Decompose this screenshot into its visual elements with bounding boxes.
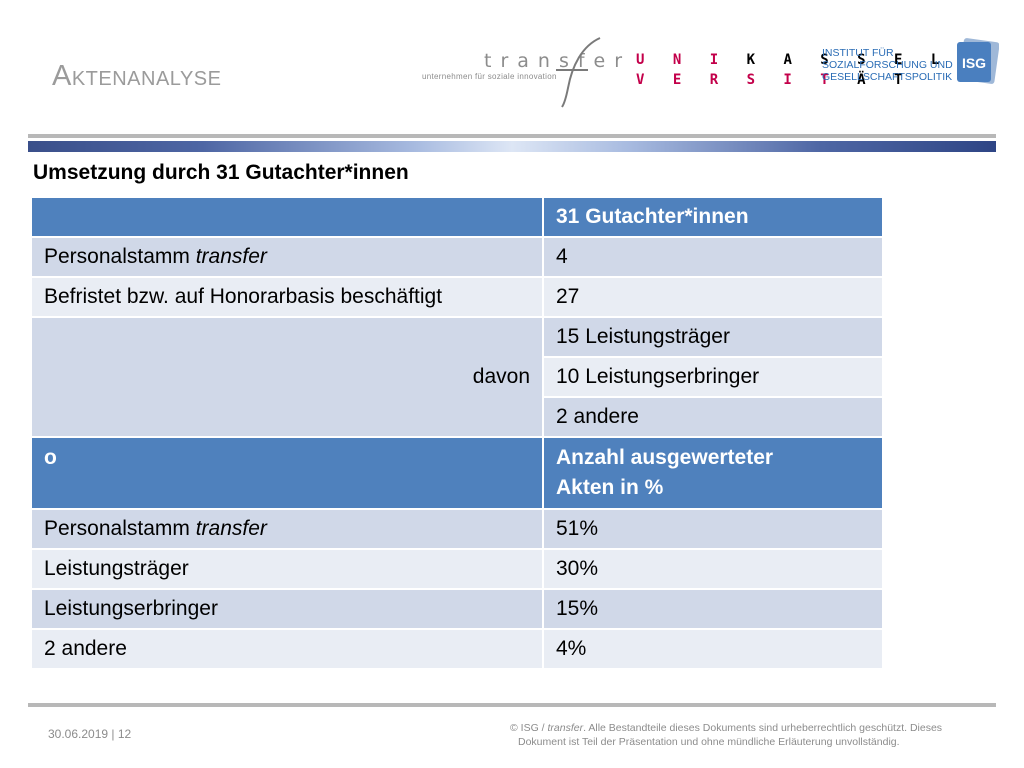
table-header-row: 31 Gutachter*innen (32, 198, 882, 238)
page-title: Aktenanalyse (52, 60, 222, 92)
uni-logo-line2: V E R S I T Ä T (636, 70, 902, 90)
table-row: Personalstamm transfer 51% (32, 510, 882, 550)
table-row: davon 15 Leistungsträger (32, 318, 882, 438)
table-cell: 15 Leistungsträger (544, 318, 882, 358)
table-cell: 51% (544, 510, 882, 550)
uni-kassel-logo: U N I K A S S E L V E R S I T Ä T (636, 50, 939, 90)
table-cell: Befristet bzw. auf Honorarbasis beschäft… (32, 278, 544, 318)
table-cell: 2 andere (544, 398, 882, 438)
table-cell: 27 (544, 278, 882, 318)
table-cell: 4% (544, 630, 882, 670)
uni-logo-line1: U N I K A S S E L (636, 50, 939, 70)
footer-copyright: © ISG / transfer. Alle Bestandteile dies… (510, 721, 1000, 749)
copyright-prefix: © ISG / (510, 722, 548, 734)
institut-line-2: SOZIALFORSCHUNG UND (822, 59, 953, 71)
transfer-logo: transfer unternehmen für soziale innovat… (422, 36, 622, 108)
isg-logo-icon: ISG (957, 38, 999, 84)
divider-gradient-bar (28, 141, 996, 152)
uni-logo-red-2: V E R S I T (636, 72, 839, 88)
table-row: Personalstamm transfer 4 (32, 238, 882, 278)
table-cell: 4 (544, 238, 882, 278)
table-cell: Leistungserbringer (32, 590, 544, 630)
table-cell: Personalstamm transfer (32, 238, 544, 278)
transfer-logo-tagline: unternehmen für soziale innovation (422, 72, 557, 81)
copyright-italic: transfer (547, 722, 584, 734)
cell-text: Personalstamm (44, 517, 196, 540)
header-line-2: Akten in % (556, 476, 664, 499)
cell-text-italic: transfer (195, 517, 267, 540)
subheading: Umsetzung durch 31 Gutachter*innen (33, 161, 409, 184)
copyright-rest: . Alle Bestandteile dieses Dokuments sin… (583, 722, 943, 734)
table-cell: Leistungsträger (32, 550, 544, 590)
transfer-logo-word: transfer (484, 50, 632, 72)
divider-grey-line (28, 134, 996, 138)
institut-logo: INSTITUT FÜR SOZIALFORSCHUNG UND GESELLS… (822, 47, 953, 83)
table-cell: Personalstamm transfer (32, 510, 544, 550)
footer-divider (28, 703, 996, 707)
header-divider-band (28, 134, 996, 152)
cell-text-italic: transfer (195, 245, 267, 268)
uni-logo-black-2: Ä T (857, 72, 913, 88)
cell-text: Personalstamm (44, 245, 196, 268)
table-row: Leistungsträger 30% (32, 550, 882, 590)
table-header-cell (32, 198, 544, 238)
table-header-cell: o (32, 438, 544, 510)
table-cell: 30% (544, 550, 882, 590)
table-row: Befristet bzw. auf Honorarbasis beschäft… (32, 278, 882, 318)
isg-badge-text: ISG (962, 55, 986, 71)
table-header-cell: Anzahl ausgewerteter Akten in % (544, 438, 882, 510)
header-line-1: Anzahl ausgewerteter (556, 446, 774, 469)
table-cell-davon: davon (32, 318, 544, 438)
table-row: Leistungserbringer 15% (32, 590, 882, 630)
institut-line-1: INSTITUT FÜR (822, 47, 894, 59)
table-header-cell: 31 Gutachter*innen (544, 198, 882, 238)
table-header-row: o Anzahl ausgewerteter Akten in % (32, 438, 882, 510)
transfer-swoosh-icon (556, 37, 601, 108)
table-row: 10 Leistungserbringer (32, 358, 882, 398)
table-row: 2 andere 4% (32, 630, 882, 670)
institut-line-3: GESELLSCHAFTSPOLITIK (822, 71, 953, 83)
table-row: 2 andere (32, 398, 882, 438)
table-cell: 15% (544, 590, 882, 630)
footer-copyright-line2: Dokument ist Teil der Präsentation und o… (518, 736, 900, 748)
footer-copyright-line1: © ISG / transfer. Alle Bestandteile dies… (510, 721, 1000, 735)
table-cell: 2 andere (32, 630, 544, 670)
gutachter-table: 31 Gutachter*innen Personalstamm transfe… (32, 198, 882, 670)
uni-logo-red-1: U N I (636, 52, 729, 68)
table-cell: 10 Leistungserbringer (544, 358, 882, 398)
footer-date-page: 30.06.2019 | 12 (48, 727, 132, 741)
uni-logo-black-1: K A S S E L (746, 52, 950, 68)
